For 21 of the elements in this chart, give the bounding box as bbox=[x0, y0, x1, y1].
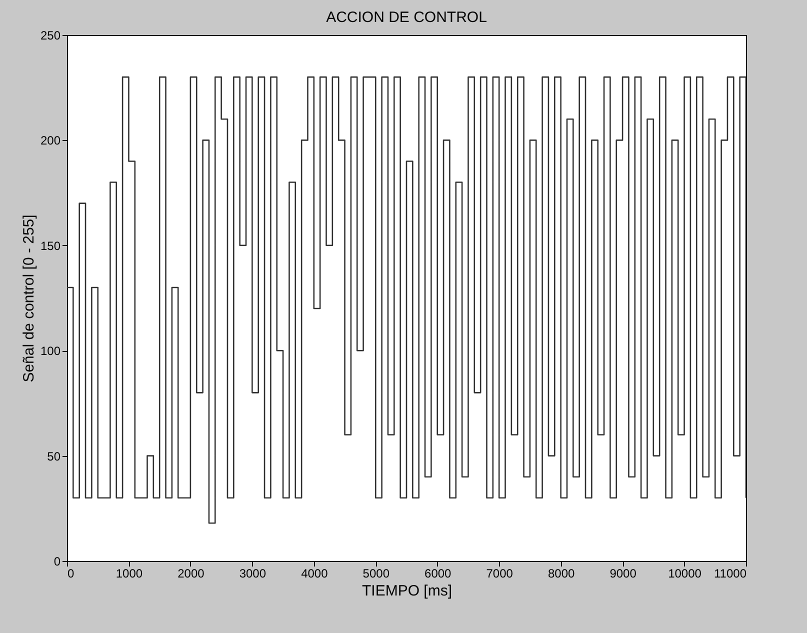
x-tick-label: 1000 bbox=[116, 566, 143, 580]
x-tick-label: 11000 bbox=[714, 566, 747, 580]
y-tick-label: 50 bbox=[47, 449, 61, 464]
x-tick-label: 3000 bbox=[239, 566, 266, 580]
x-axis-title: TIEMPO [ms] bbox=[362, 582, 452, 600]
x-tick-label: 5000 bbox=[362, 566, 390, 580]
y-tick-label: 150 bbox=[40, 238, 61, 253]
x-tick-label: 6000 bbox=[424, 566, 452, 580]
x-tick-label: 9000 bbox=[610, 566, 637, 580]
x-tick-label: 8000 bbox=[548, 566, 575, 580]
y-axis-title: Señal de control [0 - 255] bbox=[20, 214, 38, 382]
x-tick-label: 0 bbox=[68, 566, 74, 580]
x-tick-label: 10000 bbox=[668, 566, 702, 580]
x-tick-label: 4000 bbox=[301, 566, 328, 580]
y-tick-label: 100 bbox=[40, 344, 61, 358]
chart-title: ACCION DE CONTROL bbox=[326, 9, 487, 26]
x-tick-label: 7000 bbox=[486, 566, 514, 580]
y-tick-label: 0 bbox=[54, 554, 61, 568]
y-tick-label: 250 bbox=[40, 28, 61, 42]
x-tick-label: 2000 bbox=[178, 566, 205, 580]
y-tick-label: 200 bbox=[40, 134, 61, 148]
